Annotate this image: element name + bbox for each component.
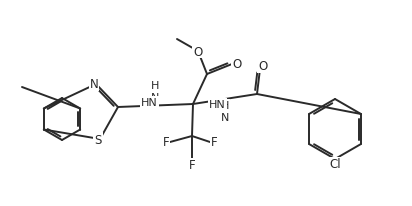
Text: N: N: [90, 78, 98, 91]
Text: S: S: [94, 133, 102, 146]
Text: F: F: [211, 136, 217, 149]
Text: O: O: [258, 60, 268, 73]
Text: F: F: [163, 136, 169, 149]
Text: HN: HN: [141, 97, 158, 107]
Text: O: O: [193, 45, 203, 58]
Text: H
N: H N: [221, 101, 229, 122]
Text: HN: HN: [209, 100, 226, 110]
Text: O: O: [232, 58, 241, 71]
Text: Cl: Cl: [329, 158, 341, 171]
Text: F: F: [189, 159, 195, 172]
Text: H
N: H N: [151, 81, 159, 102]
